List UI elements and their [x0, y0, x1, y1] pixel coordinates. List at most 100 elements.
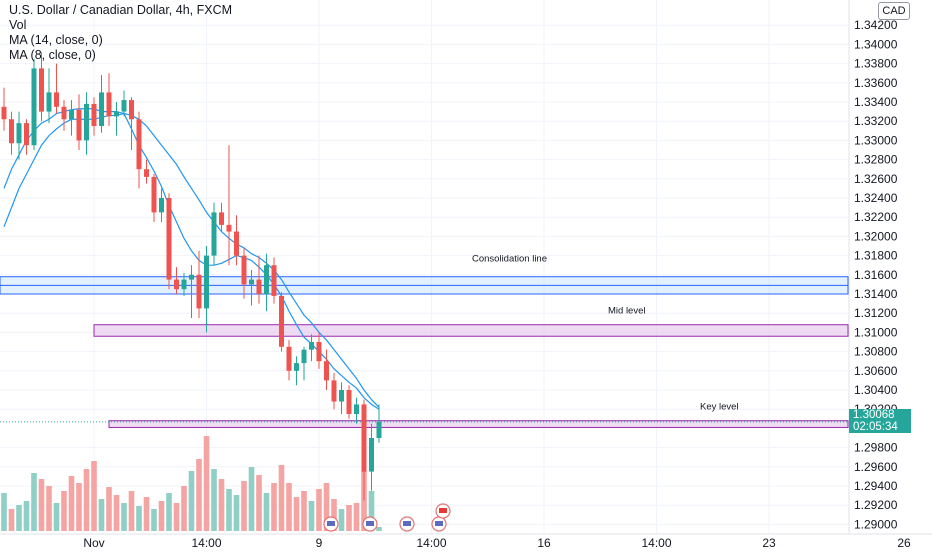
candle [121, 90, 127, 117]
candle-body [84, 103, 89, 141]
volume-bar [256, 475, 262, 531]
y-tick-label: 1.29200 [854, 498, 898, 512]
candle [106, 73, 112, 126]
x-tick-label: 14:00 [416, 536, 446, 550]
moving-average-line [3, 112, 380, 408]
candle [286, 340, 292, 381]
candle-body [249, 279, 254, 285]
candle-body [234, 231, 239, 256]
y-tick-label: 1.31600 [854, 268, 898, 282]
volume-bar [196, 459, 202, 531]
y-tick-label: 1.30800 [854, 345, 898, 359]
y-tick-label: 1.32000 [854, 229, 898, 243]
candle [166, 193, 172, 290]
candle [91, 97, 97, 136]
price-axis [849, 0, 932, 534]
x-tick-label: 16 [537, 536, 551, 550]
candle-body [181, 279, 187, 290]
volume-bar [38, 479, 45, 531]
candle-body [114, 111, 119, 117]
candle [279, 292, 284, 352]
candle [69, 100, 74, 136]
candle [369, 423, 374, 491]
volume-bar [353, 503, 360, 531]
economic-event-icon[interactable] [323, 516, 339, 532]
volume-bar [46, 486, 52, 531]
volume-bar [301, 491, 307, 531]
y-tick-label: 1.31800 [854, 249, 898, 263]
candle-body [331, 380, 337, 402]
volume-bar [233, 495, 240, 531]
candle-body [316, 342, 322, 362]
volume-bar [16, 505, 22, 531]
y-tick-label: 1.32600 [854, 172, 898, 186]
candle-body [339, 390, 344, 402]
volume-bar [128, 491, 135, 531]
candle-body [144, 169, 149, 177]
economic-event-icon[interactable] [399, 516, 415, 532]
y-tick-label: 1.30600 [854, 364, 898, 378]
candle-body [16, 123, 22, 144]
zone-label: Consolidation line [472, 254, 547, 265]
y-tick-label: 1.29400 [854, 479, 898, 493]
volume-bar [91, 461, 97, 531]
ma14-indicator-label[interactable]: MA (14, close, 0) [9, 33, 103, 47]
candle [316, 332, 322, 369]
candle-body [189, 274, 194, 280]
volume-bar [226, 489, 232, 531]
volume-bar [68, 476, 75, 531]
volume-bar [203, 436, 210, 531]
economic-event-icon[interactable] [431, 516, 447, 532]
volume-bar [173, 503, 180, 531]
candle [241, 247, 247, 299]
volume-bar [121, 503, 127, 531]
volume-bar [166, 493, 172, 531]
candle-body [91, 103, 97, 126]
volume-bar [98, 499, 105, 531]
candle-body [294, 363, 299, 371]
candle-body [121, 100, 127, 112]
candle-body [369, 438, 374, 472]
candle-body [354, 404, 359, 414]
x-tick-label: 14:00 [641, 536, 671, 550]
volume-bar [346, 505, 352, 531]
symbol-title[interactable]: U.S. Dollar / Canadian Dollar, 4h, FXCM [9, 3, 233, 17]
candle-body [129, 100, 134, 120]
economic-event-icon[interactable] [362, 516, 378, 532]
candle [339, 382, 344, 414]
candle-body [24, 123, 29, 146]
candle-body [219, 212, 224, 225]
y-tick-label: 1.32800 [854, 153, 898, 167]
ma8-indicator-label[interactable]: MA (8, close, 0) [9, 48, 96, 62]
volume-indicator-label[interactable]: Vol [9, 18, 27, 32]
y-tick-label: 1.34200 [854, 18, 898, 32]
candle-body [174, 279, 179, 290]
candle-body [204, 255, 209, 309]
candle-body [301, 349, 307, 364]
candle-body [159, 198, 164, 213]
volume-bar [271, 483, 277, 531]
candle-body [54, 92, 59, 107]
candle [39, 52, 44, 122]
volume-bar [361, 471, 367, 531]
volume-bar [368, 491, 375, 531]
volume-bar [308, 501, 315, 531]
y-tick-label: 1.33000 [854, 133, 898, 147]
y-tick-label: 1.31000 [854, 325, 898, 339]
candle [174, 267, 179, 294]
currency-badge[interactable]: CAD [878, 2, 910, 20]
event-flag [403, 521, 411, 526]
y-tick-label: 1.31200 [854, 306, 898, 320]
candle [324, 349, 329, 390]
candle [294, 356, 299, 386]
zone-label: Mid level [608, 306, 646, 317]
candle-body [39, 68, 44, 112]
candle [9, 111, 14, 155]
economic-event-icon[interactable] [435, 503, 451, 519]
candle-body [241, 255, 247, 285]
x-tick-label: Nov [83, 536, 104, 550]
candle-body [346, 390, 352, 414]
candle [331, 372, 337, 410]
